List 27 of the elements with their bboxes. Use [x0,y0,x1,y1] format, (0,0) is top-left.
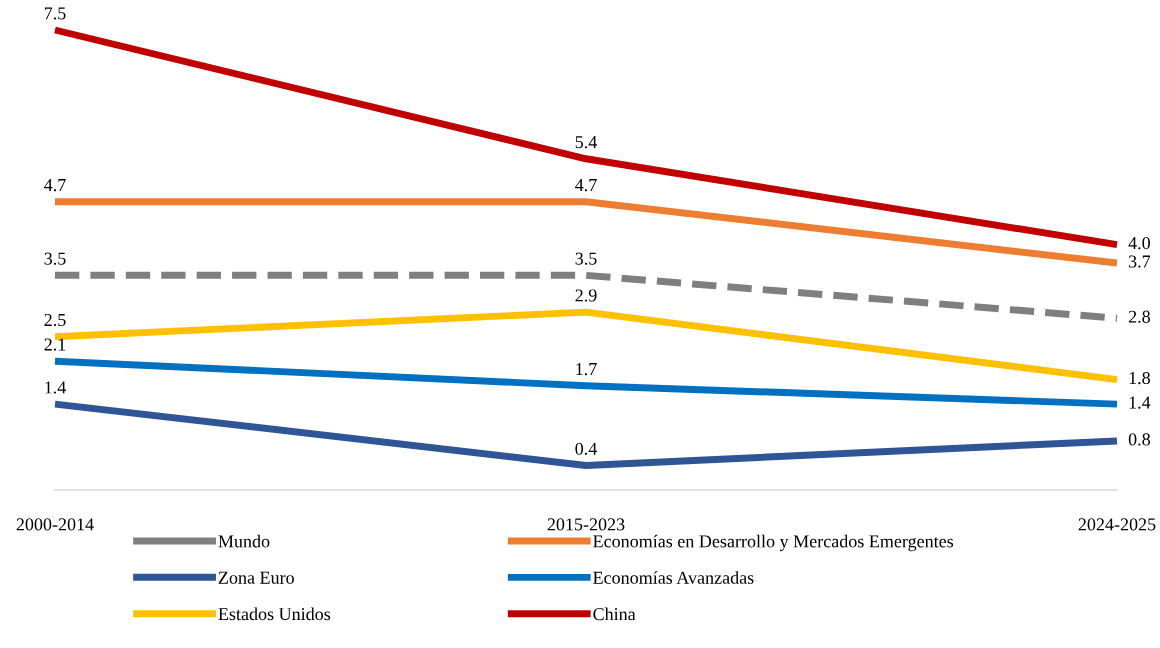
legend-label: Mundo [218,534,270,548]
data-label: 0.4 [575,442,597,455]
data-label: 2.9 [575,289,597,302]
data-label: 1.8 [1129,371,1150,385]
data-label: 2.5 [44,313,66,327]
data-label: 1.7 [576,363,597,376]
x-tick-label: 2000-2014 [16,518,94,531]
data-label: 2.1 [44,338,66,351]
legend-label: China [593,607,636,621]
legend-label: Economías Avanzadas [593,571,754,584]
data-label: 3.5 [44,252,66,265]
data-label: 3.5 [575,252,597,265]
data-label: 2.8 [1128,310,1150,323]
data-label: 1.4 [1129,396,1151,409]
data-label: 7.5 [44,7,66,20]
legend-label: Economías en Desarrollo y Mercados Emergentes [593,534,954,552]
data-label: 5.4 [575,136,597,149]
legend-label: Estados Unidos [218,607,331,621]
data-label: 4.0 [1128,237,1150,250]
data-label: 4.7 [575,179,597,192]
data-label: 3.7 [1128,255,1151,268]
data-label: 4.7 [44,179,66,192]
x-tick-label: 2015-2023 [547,518,625,531]
data-label: 1.4 [45,381,66,394]
data-label: 0.8 [1128,433,1150,446]
x-tick-label: 2024-2025 [1078,518,1156,531]
legend-label: Zona Euro [218,571,294,584]
